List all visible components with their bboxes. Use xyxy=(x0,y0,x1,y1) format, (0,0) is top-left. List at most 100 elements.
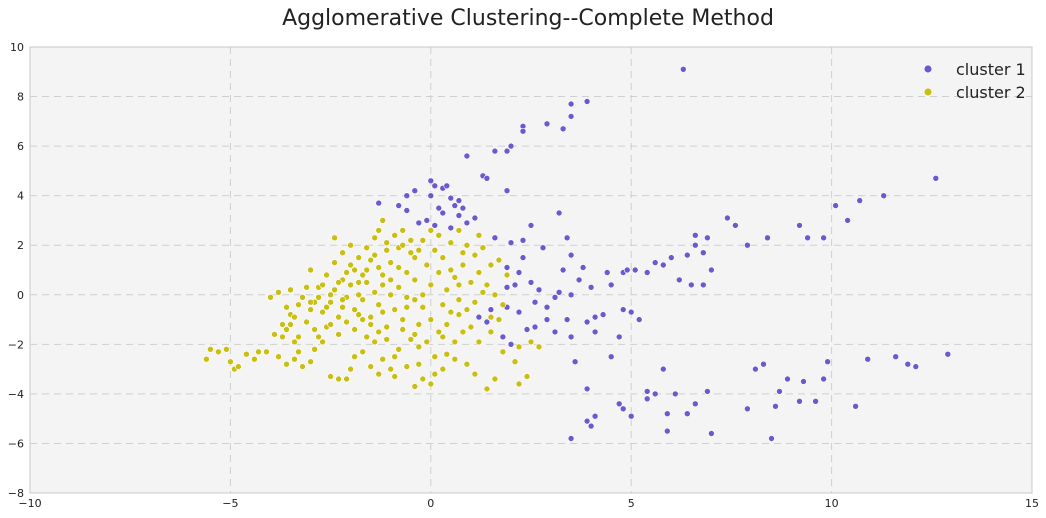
data-point xyxy=(483,318,491,326)
data-point xyxy=(355,279,363,286)
data-point xyxy=(251,355,258,363)
data-point xyxy=(864,355,872,363)
data-point xyxy=(880,192,888,199)
data-point xyxy=(415,246,423,254)
data-point xyxy=(567,100,575,108)
data-point xyxy=(347,261,354,269)
data-point xyxy=(503,271,511,279)
data-point xyxy=(375,328,383,336)
data-point xyxy=(331,286,338,294)
data-point xyxy=(263,348,270,356)
data-point xyxy=(447,266,455,274)
data-point xyxy=(643,388,651,395)
data-point xyxy=(563,234,571,242)
data-point xyxy=(347,241,354,249)
data-point xyxy=(367,321,375,328)
data-point xyxy=(776,388,783,395)
data-point xyxy=(744,405,751,413)
data-point xyxy=(419,303,427,311)
data-point xyxy=(411,254,419,261)
data-point xyxy=(327,291,334,299)
data-point xyxy=(355,291,363,299)
data-point xyxy=(627,308,635,316)
data-point xyxy=(491,147,499,155)
data-point xyxy=(483,175,491,182)
data-point xyxy=(515,343,523,351)
data-point xyxy=(399,326,407,333)
data-point xyxy=(319,338,326,346)
data-point xyxy=(395,345,403,353)
data-point xyxy=(515,380,523,388)
data-point xyxy=(451,202,459,209)
data-point xyxy=(387,259,395,266)
data-point xyxy=(331,259,338,266)
data-point xyxy=(423,338,431,346)
data-point xyxy=(699,281,707,289)
data-point xyxy=(327,373,334,380)
data-point xyxy=(319,308,326,316)
data-point xyxy=(407,237,415,244)
data-point xyxy=(475,232,483,239)
data-point xyxy=(299,293,306,301)
data-point xyxy=(451,338,459,346)
data-point xyxy=(279,321,286,328)
data-point xyxy=(699,249,707,256)
data-point xyxy=(319,281,326,289)
data-point xyxy=(311,345,318,353)
data-point xyxy=(443,350,451,358)
data-point xyxy=(431,353,439,361)
data-point xyxy=(431,370,439,378)
data-point xyxy=(307,306,314,313)
data-point xyxy=(415,321,423,328)
data-point xyxy=(371,338,379,346)
data-point xyxy=(503,283,511,291)
data-point xyxy=(471,370,479,378)
data-point xyxy=(299,363,306,370)
data-point xyxy=(435,269,443,276)
data-point xyxy=(667,254,675,261)
series-cluster-2 xyxy=(203,217,543,393)
y-tick-label: −6 xyxy=(8,437,24,450)
data-point xyxy=(275,353,282,361)
data-point xyxy=(708,266,715,274)
data-point xyxy=(303,318,310,326)
data-point xyxy=(419,375,427,383)
data-point xyxy=(295,348,302,356)
data-point xyxy=(387,291,395,299)
data-point xyxy=(455,296,463,304)
data-point xyxy=(451,274,459,281)
data-point xyxy=(383,246,391,254)
data-point xyxy=(399,241,407,249)
data-point xyxy=(419,237,427,244)
data-point xyxy=(583,98,591,105)
data-point xyxy=(287,321,294,328)
data-point xyxy=(375,227,383,234)
data-point xyxy=(391,232,399,239)
data-point xyxy=(455,227,463,234)
data-point xyxy=(223,345,230,353)
data-point xyxy=(499,333,507,341)
data-point xyxy=(752,365,759,373)
data-point xyxy=(443,182,451,190)
data-point xyxy=(403,207,411,214)
data-point xyxy=(559,125,567,133)
data-point xyxy=(359,271,367,279)
data-point xyxy=(463,241,471,249)
data-point xyxy=(567,251,575,259)
data-point xyxy=(343,269,350,276)
data-point xyxy=(307,358,314,366)
data-point xyxy=(483,385,491,393)
data-point xyxy=(515,308,523,316)
data-point xyxy=(499,301,507,309)
data-point xyxy=(311,326,318,333)
data-point xyxy=(439,333,447,341)
data-point xyxy=(579,264,587,271)
data-point xyxy=(355,254,363,261)
data-point xyxy=(619,306,627,313)
data-point xyxy=(455,311,463,318)
data-point xyxy=(351,353,358,361)
data-point xyxy=(599,311,607,318)
data-point xyxy=(551,328,559,336)
data-point xyxy=(796,222,803,229)
data-point xyxy=(663,410,671,418)
